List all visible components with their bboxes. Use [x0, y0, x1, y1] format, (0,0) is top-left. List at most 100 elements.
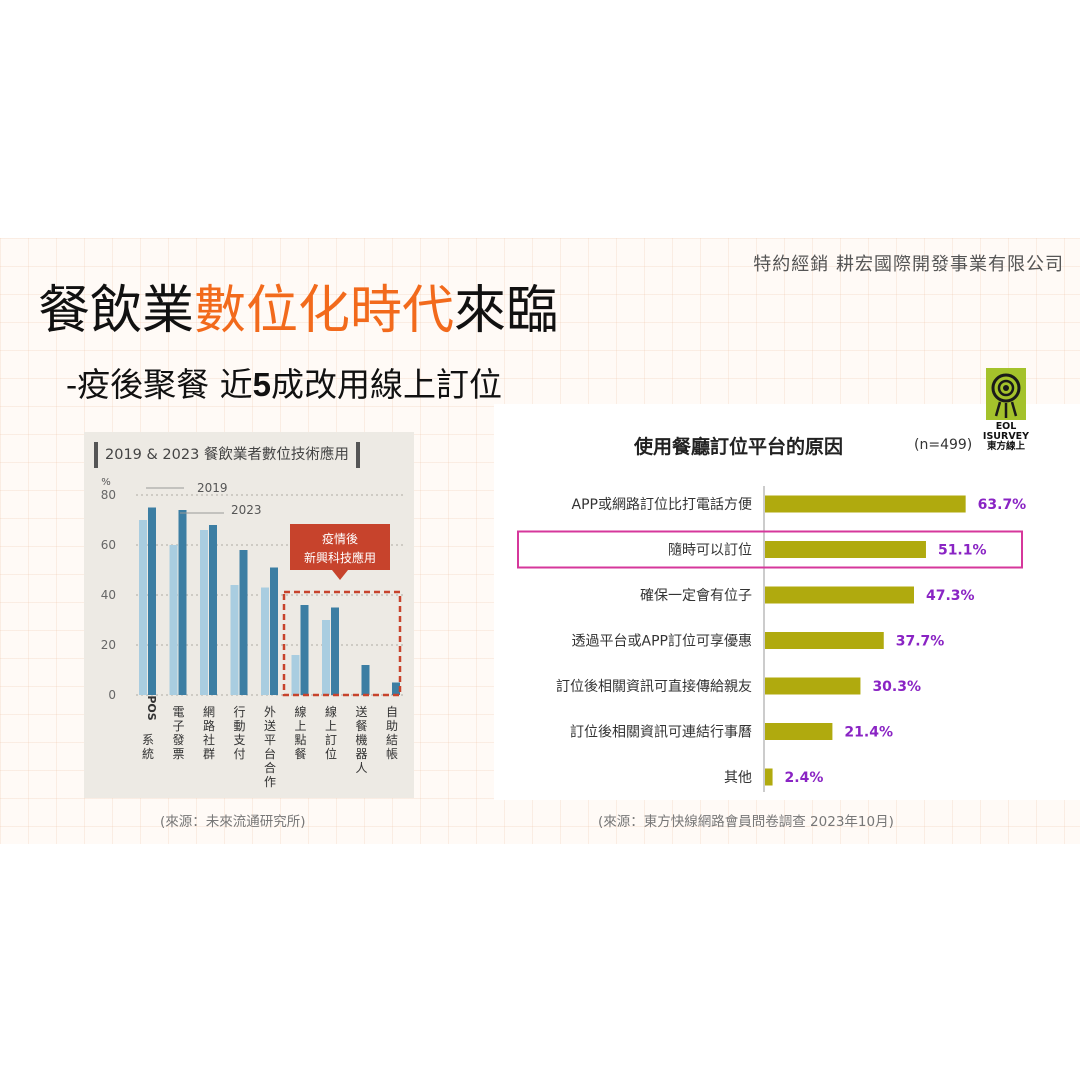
callout-line-2: 新興科技應用 — [304, 550, 376, 565]
x-tick-char: 電 — [172, 705, 184, 719]
x-tick-char: 作 — [264, 775, 276, 789]
x-tick-char: 結 — [386, 733, 398, 747]
x-tick-label: 電子發票 — [172, 705, 184, 761]
x-tick-char: 群 — [203, 747, 215, 761]
value-label: 30.3% — [872, 679, 921, 695]
legend-2023: 2023 — [231, 503, 262, 517]
x-tick-char: 支 — [233, 733, 245, 747]
bar-2019-4 — [261, 587, 269, 695]
x-tick-char: 上 — [294, 719, 306, 733]
subtitle-prefix: -疫後聚餐 近 — [66, 365, 253, 404]
y-tick-label: 80 — [101, 488, 116, 502]
category-label: 訂位後相關資訊可直接傳給親友 — [556, 678, 752, 695]
title-highlight: 數位化時代 — [194, 281, 455, 341]
x-tick-char: 人 — [355, 761, 367, 775]
bar-2 — [765, 586, 914, 604]
logo-text-2: ISURVEY — [982, 431, 1030, 442]
x-tick-label: 網路社群 — [203, 705, 215, 761]
right-chart-title: 使用餐廳訂位平台的原因 — [634, 436, 844, 458]
callout-pointer — [332, 570, 348, 580]
x-tick-char: 網 — [203, 705, 215, 719]
x-tick-label: 線上點餐 — [294, 704, 306, 761]
value-label: 21.4% — [844, 725, 893, 741]
sample-size: (n=499) — [914, 437, 973, 453]
x-tick-char: 餐 — [294, 746, 306, 761]
bar-2023-6 — [331, 607, 339, 695]
subtitle: -疫後聚餐 近5成改用線上訂位 — [66, 358, 502, 406]
x-tick-char: 線 — [294, 704, 306, 719]
bar-5 — [765, 723, 833, 740]
x-tick-char: 自 — [386, 705, 398, 719]
title-part-2: 來臨 — [454, 281, 559, 341]
x-tick-char: 付 — [233, 747, 245, 761]
bar-3 — [765, 632, 884, 649]
x-tick-char: 上 — [325, 719, 337, 733]
x-tick-char: 位 — [325, 746, 337, 761]
callout-line-1: 疫情後 — [322, 531, 358, 546]
category-label: APP或網路訂位比打電話方便 — [572, 496, 752, 513]
value-label: 37.7% — [896, 634, 945, 650]
value-label: 2.4% — [785, 770, 824, 786]
value-label: 63.7% — [978, 497, 1027, 513]
bar-2019-3 — [230, 585, 239, 695]
x-tick-char: 路 — [203, 718, 215, 733]
y-axis-unit: % — [101, 477, 111, 488]
right-source: (來源：東方快線網路會員問卷調查 2023年10月) — [598, 814, 894, 830]
bar-2019-1 — [169, 545, 178, 695]
x-tick-char: 行 — [233, 705, 245, 719]
x-tick-char: 送 — [264, 718, 276, 733]
bar-2019-5 — [291, 655, 300, 695]
bar-6 — [765, 768, 773, 786]
left-source: (來源：未來流通研究所) — [160, 814, 306, 830]
bar-2023-5 — [300, 605, 309, 695]
x-tick-char: 子 — [172, 719, 184, 733]
x-tick-char: 助 — [386, 719, 398, 733]
callout-box — [290, 524, 390, 570]
logo-text-3: 東方線上 — [986, 441, 1025, 452]
x-tick-char: 線 — [325, 704, 337, 719]
bar-2023-2 — [209, 525, 217, 695]
x-tick-char: 外 — [264, 705, 276, 719]
company-name: 特約經銷 耕宏國際開發事業有限公司 — [753, 254, 1064, 275]
bar-2023-1 — [178, 510, 187, 695]
x-tick-char: 票 — [172, 747, 184, 761]
category-label: 其他 — [724, 770, 752, 786]
bar-2023-3 — [239, 550, 248, 695]
x-tick-char: 點 — [294, 733, 306, 747]
bar-2023-7 — [361, 665, 370, 695]
left-chart-title: 2019 & 2023 餐飲業者數位技術應用 — [94, 442, 360, 468]
bar-2023-8 — [392, 682, 400, 695]
left-chart: %020406080POS系統電子發票網路社群行動支付外送平台合作線上點餐線上訂… — [101, 477, 404, 789]
subtitle-bold: 5 — [252, 366, 271, 403]
x-tick-char: 送 — [355, 704, 367, 719]
y-tick-label: 60 — [101, 538, 116, 552]
y-tick-label: 20 — [101, 638, 116, 652]
x-tick-label: 外送平台合作 — [264, 705, 276, 789]
logo-text: EOL ISURVEY 東方線上 — [974, 422, 1038, 452]
x-tick-label: 線上訂位 — [325, 704, 337, 761]
bar-1 — [765, 541, 926, 558]
x-tick-char: 動 — [233, 719, 245, 733]
x-tick-label: 自助結帳 — [386, 705, 398, 761]
bar-0 — [765, 495, 966, 513]
value-label: 51.1% — [938, 543, 987, 559]
x-tick-char: 平 — [264, 733, 276, 747]
subtitle-suffix: 成改用線上訂位 — [271, 365, 502, 404]
x-tick-char: 台 — [264, 746, 276, 761]
x-tick-char: 機 — [355, 732, 367, 747]
x-tick-char: 社 — [203, 732, 215, 747]
x-tick-label: 統 — [142, 747, 154, 761]
bar-4 — [765, 677, 861, 695]
eol-isurvey-logo: EOL ISURVEY 東方線上 — [974, 368, 1038, 458]
y-tick-label: 40 — [101, 588, 116, 602]
category-label: 訂位後相關資訊可連結行事曆 — [570, 725, 752, 741]
right-chart: APP或網路訂位比打電話方便 63.7% 隨時可以訂位 51.1% 確保一定會有位子 47… — [517, 486, 1027, 792]
main-title: 餐飲業數位化時代來臨 — [38, 268, 558, 343]
bar-2019-2 — [200, 530, 208, 695]
x-tick-label: 送餐機器人 — [355, 704, 367, 775]
category-label: 透過平台或APP訂位可享優惠 — [572, 633, 752, 650]
x-tick-char: 發 — [172, 732, 184, 747]
x-tick-label: 行動支付 — [233, 705, 245, 761]
value-label: 47.3% — [926, 588, 975, 604]
bar-2023-4 — [270, 567, 278, 695]
